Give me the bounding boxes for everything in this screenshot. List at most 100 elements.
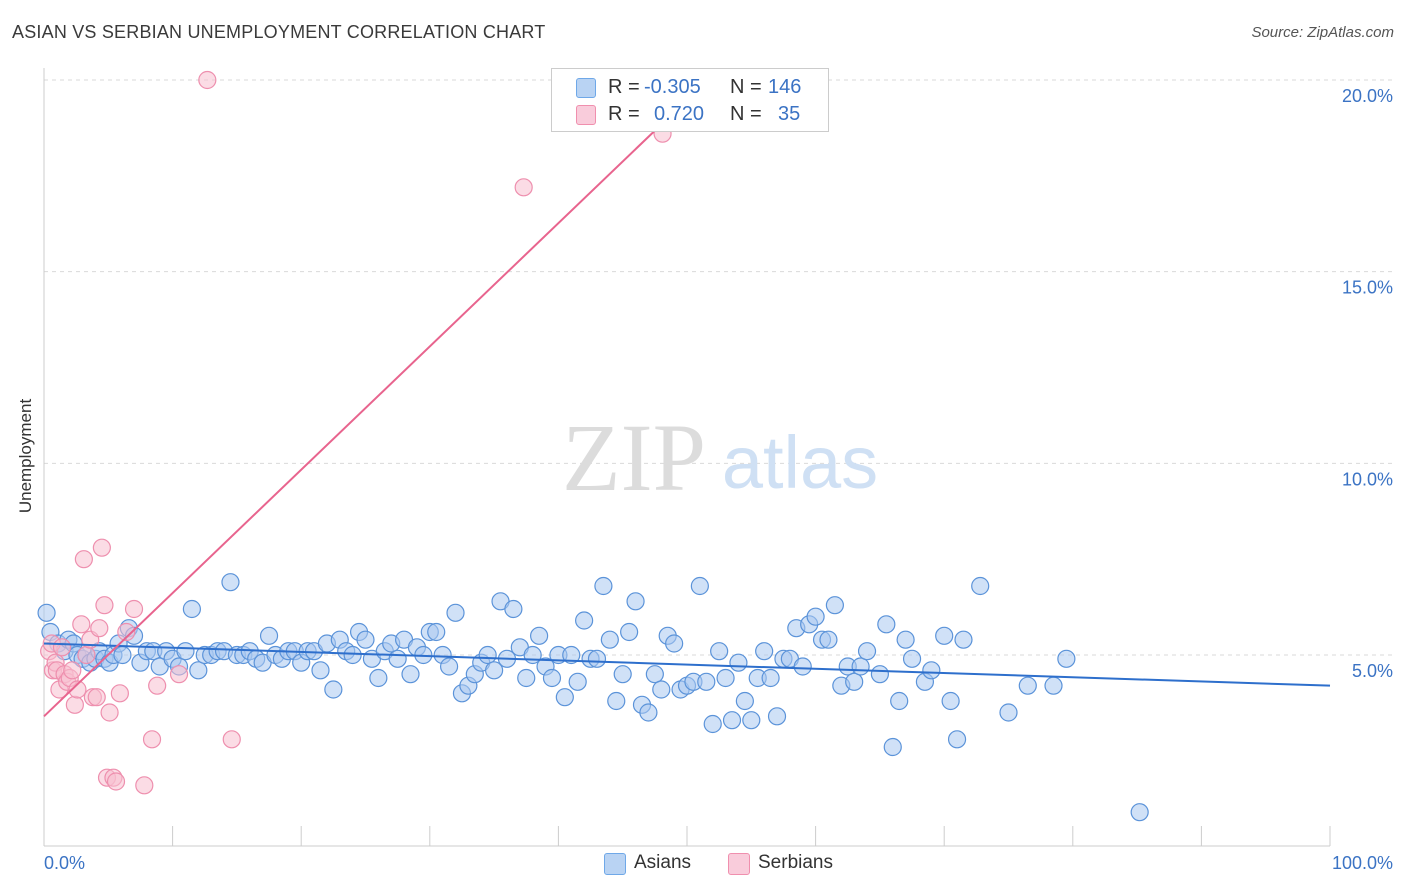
asian-point [1018,676,1037,695]
serbian-point [106,772,126,791]
asian-point [369,668,388,688]
legend-r-value: 0.720 [654,103,705,125]
asian-point [896,630,915,649]
serbian-point [142,730,162,749]
asian-point [221,573,240,592]
serbian-point [222,730,241,749]
asian-point [645,665,664,684]
asian-point [568,672,587,691]
legend-r-label: R = [608,103,640,125]
asian-point [542,668,562,688]
asian-point [607,691,626,711]
serbian-point [65,695,84,714]
asian-point [37,603,56,622]
legend-swatch-serbians [728,853,750,875]
asian-point [941,691,960,711]
legend-n-label: N = [730,76,762,98]
asian-point [639,703,658,722]
asian-point [311,661,330,680]
gridlines [44,79,1394,656]
y-tick-label: 10.0% [1342,469,1393,489]
asian-point [401,665,420,684]
asian-point [620,622,639,642]
asian-point [703,714,722,734]
legend-swatch-asians [604,853,626,875]
asian-point [947,730,967,749]
serbian-point [148,676,167,695]
legend-row-asians: R = -0.305 N = 146 [552,74,828,100]
asian-point [971,576,990,596]
asian-point [562,645,581,665]
asian-point [356,630,375,649]
watermark: ZIP atlas [562,404,878,511]
series-asians [37,573,1149,822]
watermark-zip: ZIP [562,404,706,511]
asian-point [504,599,523,619]
serbian-point [52,638,72,657]
asian-point [922,661,941,680]
serbian-point [198,70,217,90]
asian-point [870,665,890,684]
correlation-legend: R = -0.305 N = 146 R = 0.720 N = 35 [551,68,829,132]
serbian-point [87,688,106,707]
legend-n-label: N = [730,103,762,125]
asian-point [343,645,362,665]
legend-n-value: 146 [768,76,802,98]
asian-point [600,630,619,649]
asian-point [613,665,632,684]
asian-point [1044,676,1063,695]
serbian-point [90,619,109,638]
trend-lines [43,117,1331,718]
serbian-point [72,615,91,634]
asian-point [729,653,748,672]
serbian-point [117,622,136,642]
asian-point [806,607,825,626]
serbian-point [92,538,111,557]
legend-swatch-asians [576,78,596,98]
serbian-point [77,645,96,665]
legend-r-label: R = [608,76,640,98]
asian-point [427,622,446,642]
asian-point [999,703,1018,722]
asian-point [935,626,954,645]
asian-point [690,576,709,596]
asian-point [517,668,536,688]
chart-source: Source: ZipAtlas.com [1251,24,1394,41]
legend-n-value: 35 [778,103,801,125]
x-tick-label-min: 0.0% [44,853,85,873]
asian-point [742,711,761,730]
serbian-point [135,776,154,795]
asian-point [388,649,407,668]
serbian-point [169,665,189,684]
asian-point [446,603,465,622]
serbian-point [68,680,87,699]
serbian-point [74,550,93,569]
asian-point [324,680,343,699]
serbian-point [95,596,114,615]
asian-point [954,630,973,649]
y-tick-label: 5.0% [1352,661,1393,681]
asian-point [1057,649,1076,668]
serbian-point [100,703,119,722]
trend-line-asians [43,642,1331,687]
asian-point [902,649,922,668]
asian-point [485,661,504,680]
asian-point [857,642,877,661]
asian-point [710,642,729,661]
x-tick-label-max: 100.0% [1332,853,1393,873]
asian-point [594,576,613,596]
asian-point [113,645,132,665]
asian-point [851,657,870,676]
asian-point [697,672,716,691]
legend-r-value: -0.305 [644,76,701,98]
asian-point [439,657,459,676]
legend-label-serbians: Serbians [758,852,833,873]
asian-point [890,691,909,711]
asian-point [478,645,497,665]
serbian-point [110,684,129,703]
asian-point [716,668,735,688]
asian-point [626,592,645,611]
legend-row-serbians: R = 0.720 N = 35 [552,101,828,127]
asian-point [665,634,684,653]
